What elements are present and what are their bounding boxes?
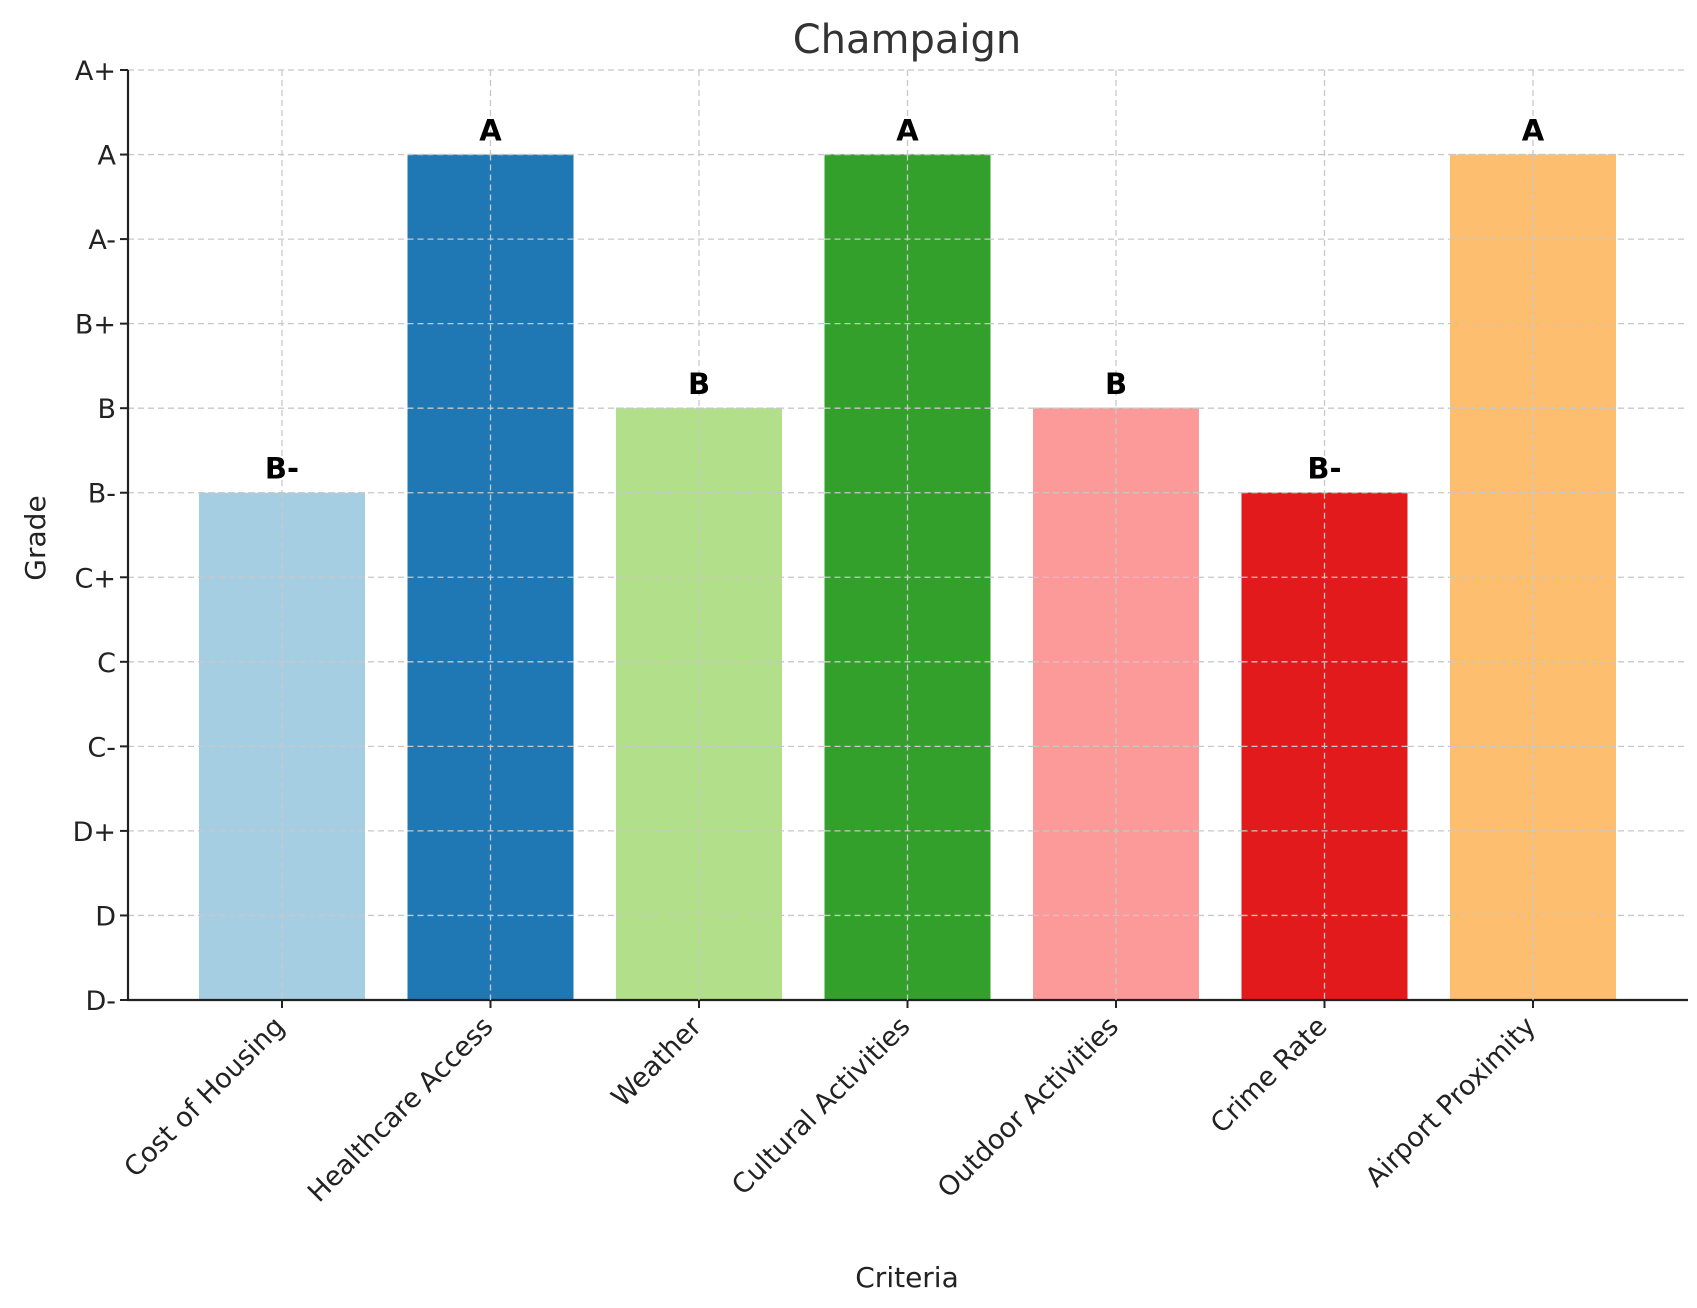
y-tick-label: A- <box>88 225 116 256</box>
y-ticks: D- D D+ C- C C+ B- B B+ A- A A+ <box>73 56 128 1017</box>
bar-value-label: B- <box>265 452 299 486</box>
y-tick-label: B- <box>88 479 116 510</box>
bar-value-label: A <box>1522 114 1545 148</box>
y-axis-title: Grade <box>19 495 52 580</box>
chart-title: Champaign <box>793 17 1022 63</box>
y-tick-label: D+ <box>73 817 116 848</box>
bar-value-label: B <box>1105 367 1127 401</box>
x-tick-label: Crime Rate <box>1205 1011 1334 1140</box>
bar-value-labels: B- A B A B B- A <box>199 114 1616 1000</box>
y-tick-label: A+ <box>75 56 116 87</box>
y-tick-label: C- <box>87 732 116 763</box>
y-tick-label: C+ <box>75 563 116 594</box>
y-tick-label: B <box>97 394 116 425</box>
y-tick-label: C <box>97 648 116 679</box>
bar-value-label: A <box>896 114 919 148</box>
y-tick-label: D- <box>85 986 116 1017</box>
x-tick-label: Cost of Housing <box>118 1011 291 1184</box>
bar-value-label: B- <box>1307 452 1341 486</box>
y-tick-label: B+ <box>75 310 116 341</box>
bar-value-label: A <box>479 114 502 148</box>
x-tick-label: Airport Proximity <box>1360 1011 1542 1193</box>
x-tick-label: Healthcare Access <box>302 1011 499 1208</box>
x-tick-label: Outdoor Activities <box>932 1011 1125 1204</box>
bar-value-label: B <box>688 367 710 401</box>
x-ticks: Cost of Housing Healthcare Access Weather C… <box>118 1000 1542 1208</box>
x-tick-label: Cultural Activities <box>726 1011 916 1201</box>
x-axis-title: Criteria <box>855 1261 959 1294</box>
y-tick-label: D <box>95 901 116 932</box>
y-tick-label: A <box>98 141 117 172</box>
x-tick-label: Weather <box>606 1010 709 1113</box>
